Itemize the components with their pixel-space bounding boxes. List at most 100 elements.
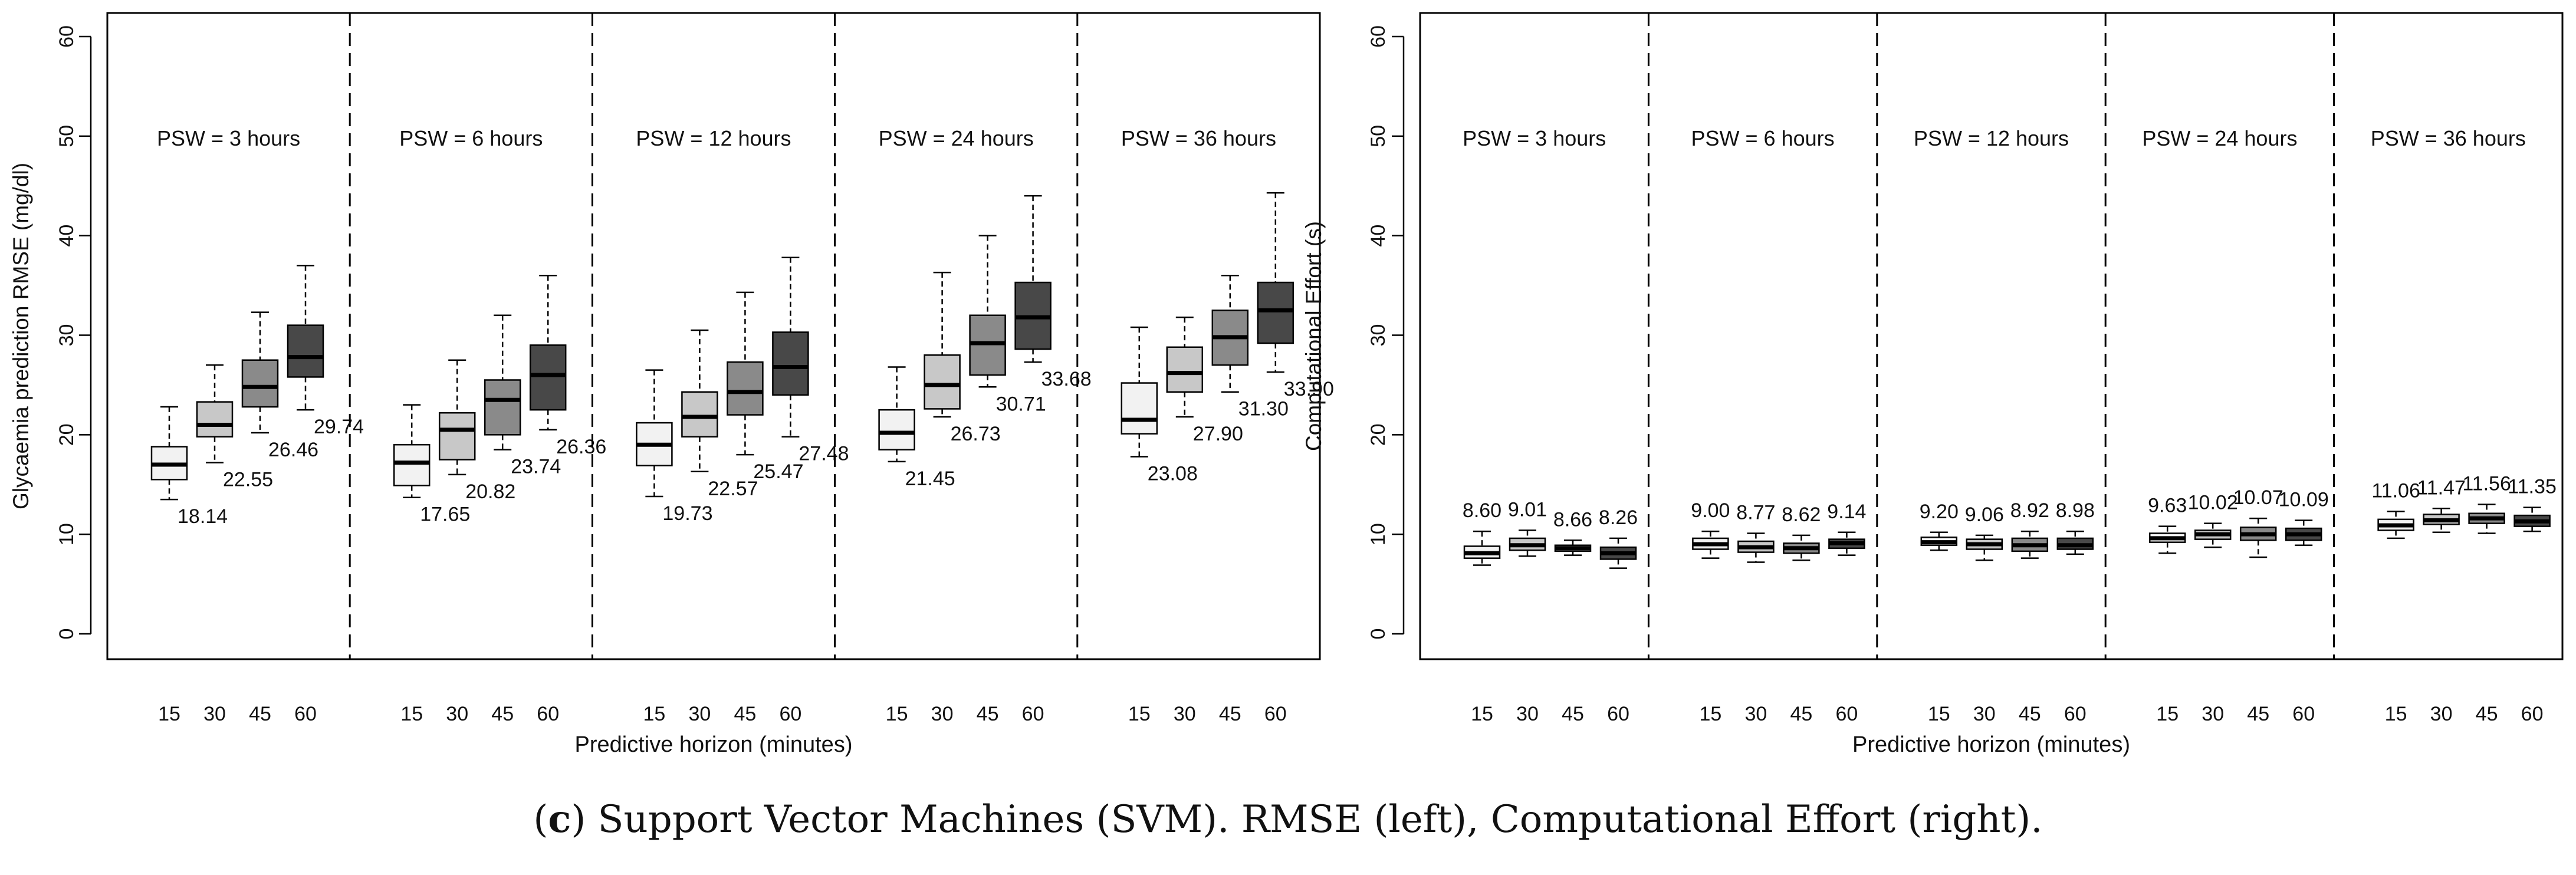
box-plot bbox=[2194, 522, 2232, 548]
box-plot bbox=[772, 256, 809, 438]
x-tick-label: 60 bbox=[2292, 703, 2315, 725]
y-tick-label: 10 bbox=[55, 523, 78, 545]
box-plot bbox=[1463, 530, 1501, 566]
box-plot bbox=[1920, 531, 1958, 551]
x-tick-label: 45 bbox=[1562, 703, 1584, 725]
box-plot bbox=[2468, 504, 2505, 534]
figure-caption: (c) Support Vector Machines (SVM). RMSE … bbox=[533, 797, 2043, 841]
box-value-label: 9.01 bbox=[1508, 498, 1547, 521]
box-plot bbox=[1166, 316, 1204, 418]
x-tick-label: 30 bbox=[1744, 703, 1767, 725]
box-value-label: 22.55 bbox=[223, 469, 273, 491]
y-tick-label: 30 bbox=[55, 324, 78, 347]
group-label: PSW = 6 hours bbox=[1691, 126, 1835, 150]
box-plot bbox=[2148, 525, 2186, 554]
box-plot bbox=[1014, 195, 1052, 363]
box-iqr bbox=[241, 359, 279, 408]
box-value-label: 9.20 bbox=[1920, 501, 1959, 523]
y-tick-label: 20 bbox=[55, 423, 78, 446]
x-axis-label: Predictive horizon (minutes) bbox=[1852, 732, 2130, 757]
box-plot bbox=[529, 274, 567, 431]
box-value-label: 9.63 bbox=[2148, 495, 2187, 517]
x-tick-label: 60 bbox=[1607, 703, 1629, 725]
caption-text: Support Vector Machines (SVM). RMSE (lef… bbox=[586, 798, 2043, 841]
y-axis-label: Glycaemia prediction RMSE (mg/dl) bbox=[9, 163, 33, 509]
box-plot bbox=[681, 329, 718, 473]
x-tick-label: 45 bbox=[2476, 703, 2498, 725]
box-value-label: 11.56 bbox=[2462, 473, 2511, 495]
box-value-label: 9.00 bbox=[1691, 499, 1730, 522]
box-plot bbox=[2377, 511, 2414, 540]
box-iqr bbox=[287, 324, 324, 378]
group-label: PSW = 36 hours bbox=[2371, 126, 2526, 150]
y-tick-label: 40 bbox=[55, 225, 78, 247]
box-plot bbox=[2423, 508, 2460, 534]
box-value-label: 9.14 bbox=[1827, 501, 1866, 523]
box-iqr bbox=[924, 354, 961, 410]
x-tick-label: 30 bbox=[931, 703, 954, 725]
box-plot bbox=[2513, 506, 2551, 532]
box-value-label: 25.47 bbox=[753, 460, 803, 483]
x-tick-label: 30 bbox=[2202, 703, 2224, 725]
box-value-label: 26.36 bbox=[556, 436, 606, 458]
box-plot bbox=[2239, 517, 2277, 558]
box-plot bbox=[1783, 534, 1820, 561]
box-plot bbox=[438, 359, 476, 476]
box-value-label: 27.90 bbox=[1193, 423, 1243, 445]
box-iqr bbox=[681, 391, 718, 438]
x-tick-label: 60 bbox=[779, 703, 801, 725]
box-plot bbox=[878, 366, 915, 463]
box-plot bbox=[393, 404, 431, 498]
box-plot bbox=[1737, 532, 1775, 563]
box-plot bbox=[1828, 531, 1865, 556]
x-tick-label: 45 bbox=[734, 703, 756, 725]
effort-chart: 0 10 20 30 40 50 60 Computational Effort (s) Pre… bbox=[1302, 12, 2564, 757]
box-plot bbox=[1211, 274, 1249, 393]
x-tick-label: 30 bbox=[688, 703, 711, 725]
x-tick-label: 45 bbox=[1790, 703, 1812, 725]
x-tick-label: 45 bbox=[977, 703, 999, 725]
group-label: PSW = 12 hours bbox=[1914, 126, 2069, 150]
y-tick-label: 0 bbox=[55, 629, 78, 640]
box-value-label: 33.90 bbox=[1284, 378, 1334, 400]
x-tick-label: 60 bbox=[1264, 703, 1287, 725]
x-tick-label: 15 bbox=[1699, 703, 1721, 725]
x-tick-label: 30 bbox=[1516, 703, 1539, 725]
x-tick-label: 30 bbox=[1174, 703, 1196, 725]
x-tick-label: 60 bbox=[2521, 703, 2544, 725]
box-value-label: 9.06 bbox=[1965, 504, 2004, 526]
x-tick-label: 60 bbox=[2064, 703, 2087, 725]
box-plot bbox=[150, 406, 188, 501]
box-value-label: 23.08 bbox=[1148, 462, 1198, 485]
box-value-label: 17.65 bbox=[420, 504, 470, 526]
box-plot bbox=[727, 291, 764, 456]
box-iqr bbox=[484, 379, 521, 436]
x-tick-label: 15 bbox=[2385, 703, 2407, 725]
box-iqr bbox=[529, 344, 567, 411]
box-plot bbox=[1509, 529, 1546, 557]
x-tick-label: 30 bbox=[2430, 703, 2453, 725]
box-value-label: 30.71 bbox=[996, 393, 1046, 415]
x-tick-label: 15 bbox=[1928, 703, 1950, 725]
x-tick-label: 60 bbox=[294, 703, 317, 725]
box-value-label: 22.57 bbox=[708, 478, 758, 500]
x-tick-label: 30 bbox=[446, 703, 468, 725]
x-tick-label: 60 bbox=[1022, 703, 1044, 725]
box-value-label: 18.14 bbox=[178, 505, 228, 528]
x-tick-label: 15 bbox=[886, 703, 908, 725]
x-tick-label: 15 bbox=[400, 703, 423, 725]
box-iqr bbox=[727, 361, 764, 416]
group-label: PSW = 6 hours bbox=[399, 126, 543, 150]
rmse-chart: 0 10 20 30 40 50 60 Glycaemia prediction RMSE (… bbox=[9, 12, 1334, 757]
x-tick-label: 60 bbox=[537, 703, 559, 725]
box-value-label: 26.46 bbox=[268, 439, 318, 461]
group-label: PSW = 3 hours bbox=[1463, 126, 1606, 150]
box-value-label: 26.73 bbox=[951, 423, 1001, 445]
box-value-label: 11.35 bbox=[2508, 476, 2557, 498]
y-tick-label: 0 bbox=[1367, 629, 1389, 640]
box-value-label: 31.30 bbox=[1238, 398, 1289, 420]
box-plot bbox=[2285, 519, 2322, 546]
box-value-label: 8.62 bbox=[1782, 504, 1821, 526]
y-tick-label: 50 bbox=[55, 125, 78, 147]
box-plot bbox=[484, 314, 521, 450]
